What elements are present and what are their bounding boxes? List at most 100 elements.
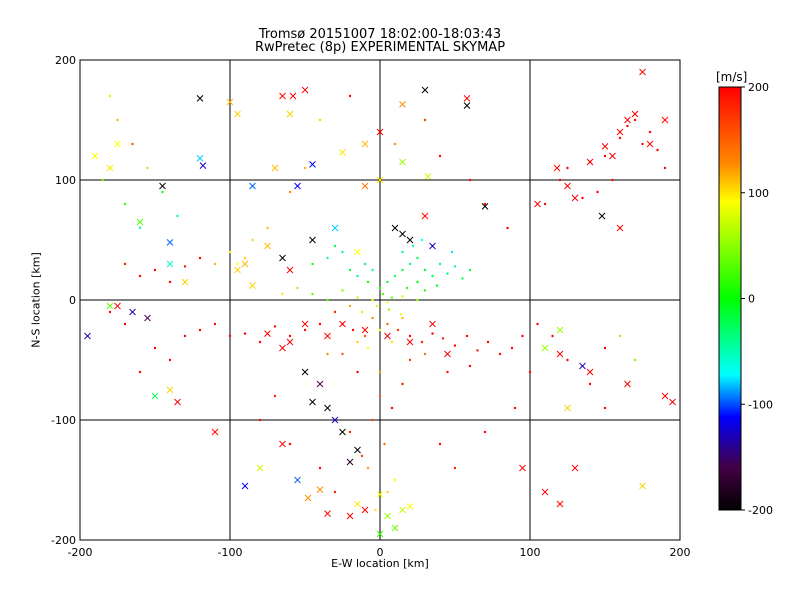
dot-marker xyxy=(243,256,247,260)
cross-marker xyxy=(399,101,406,108)
dot-marker xyxy=(386,280,389,284)
dot-marker xyxy=(513,406,517,410)
cross-marker xyxy=(331,224,339,232)
cross-marker xyxy=(519,464,526,472)
dot-marker xyxy=(153,346,157,350)
cross-marker xyxy=(294,182,301,190)
cross-marker xyxy=(616,224,624,232)
dot-marker xyxy=(374,508,377,512)
colorbar-tick-label: 100 xyxy=(748,187,769,200)
dot-marker xyxy=(603,346,607,350)
chart-title: Tromsø 20151007 18:02:00-18:03:43 xyxy=(258,27,502,42)
cross-marker xyxy=(421,212,429,220)
cross-marker xyxy=(661,392,669,400)
cross-marker xyxy=(601,143,609,150)
cross-marker xyxy=(631,110,639,118)
dot-marker xyxy=(468,178,472,182)
dot-marker xyxy=(633,118,637,122)
cross-marker xyxy=(616,128,624,136)
dot-marker xyxy=(131,142,134,146)
cross-marker xyxy=(196,95,204,102)
plot-frame xyxy=(79,59,681,541)
cross-marker xyxy=(564,404,571,412)
dot-marker xyxy=(341,250,344,254)
dot-marker xyxy=(405,286,409,290)
dot-marker xyxy=(441,337,445,340)
dot-marker xyxy=(383,442,386,446)
colorbar-ticks: 200 100 0 -100 -200 xyxy=(741,81,773,517)
cross-marker xyxy=(406,503,414,510)
dot-marker xyxy=(401,250,404,254)
cross-marker xyxy=(384,512,391,520)
dot-marker xyxy=(663,166,667,170)
dot-marker xyxy=(108,94,112,98)
dot-marker xyxy=(420,340,424,344)
cross-marker xyxy=(114,140,121,148)
dot-marker xyxy=(123,262,127,266)
dot-marker xyxy=(603,154,607,158)
cross-marker xyxy=(151,392,159,400)
dot-marker xyxy=(356,370,359,374)
dot-marker xyxy=(521,334,524,338)
cross-marker xyxy=(586,368,594,376)
dot-marker xyxy=(386,301,389,304)
cross-marker xyxy=(354,248,361,256)
cross-marker xyxy=(346,458,354,466)
dot-marker xyxy=(138,226,142,230)
dot-marker xyxy=(401,316,404,320)
cross-marker xyxy=(199,162,207,169)
cross-marker xyxy=(114,302,121,310)
cross-marker xyxy=(174,398,181,406)
dot-marker xyxy=(450,250,454,254)
dot-marker xyxy=(468,364,472,368)
cross-marker xyxy=(226,98,234,106)
dot-marker xyxy=(363,262,367,266)
cross-marker xyxy=(106,164,114,172)
dot-marker xyxy=(288,334,292,338)
dot-marker xyxy=(176,214,179,218)
cross-marker xyxy=(241,482,249,490)
cross-marker xyxy=(331,416,339,424)
dot-marker xyxy=(168,280,172,284)
dot-marker xyxy=(423,289,427,292)
dot-marker xyxy=(366,346,370,350)
dot-marker xyxy=(326,352,329,356)
dot-marker xyxy=(318,118,322,122)
colorbar-tick-label: -100 xyxy=(748,398,773,411)
cross-marker xyxy=(316,486,324,493)
dot-marker xyxy=(326,256,329,260)
dot-marker xyxy=(558,178,562,182)
dot-marker xyxy=(356,274,359,278)
dot-marker xyxy=(399,313,403,316)
dot-marker xyxy=(438,262,442,266)
dot-marker xyxy=(116,118,119,122)
cross-marker xyxy=(421,86,429,94)
dot-marker xyxy=(453,344,457,347)
dot-marker xyxy=(371,316,374,320)
cross-marker xyxy=(556,500,564,508)
dot-marker xyxy=(311,262,314,266)
dot-marker xyxy=(618,334,622,338)
dot-marker xyxy=(408,358,412,362)
dot-marker xyxy=(348,430,352,434)
dot-marker xyxy=(258,418,262,422)
dot-marker xyxy=(288,190,292,194)
dot-marker xyxy=(266,226,269,230)
cross-marker xyxy=(391,524,399,532)
cross-marker xyxy=(598,212,606,220)
dot-marker xyxy=(506,226,509,230)
cross-marker xyxy=(286,338,294,346)
dot-marker xyxy=(446,272,449,275)
dot-marker xyxy=(390,340,394,344)
cross-marker xyxy=(354,446,361,454)
dot-marker xyxy=(438,442,442,446)
dot-marker xyxy=(465,334,469,338)
cross-marker xyxy=(429,242,436,250)
cross-marker xyxy=(129,308,136,316)
cross-marker xyxy=(301,368,309,376)
dot-marker xyxy=(273,394,277,398)
dot-marker xyxy=(453,466,457,470)
cross-marker xyxy=(279,344,286,352)
cross-marker xyxy=(646,140,654,148)
